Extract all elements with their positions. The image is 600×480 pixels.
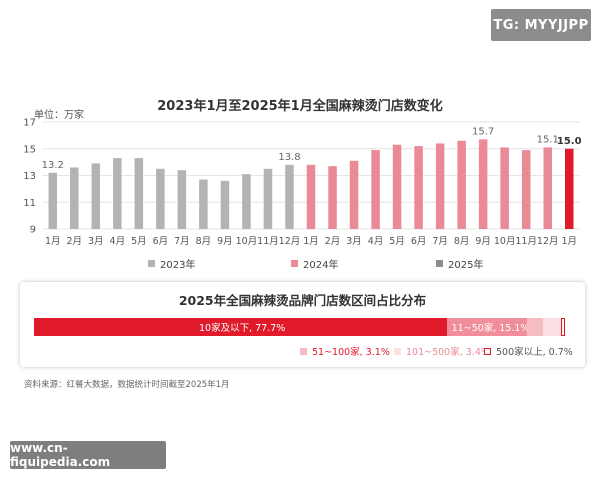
unit-label: 单位：万家 — [34, 110, 84, 121]
bar — [70, 167, 79, 229]
legend-item-2023: 2023年 — [148, 256, 195, 271]
x-tick-label: 1月 — [561, 236, 577, 247]
y-tick-label: 13 — [23, 171, 36, 182]
segment-51-100 — [526, 318, 544, 336]
bar — [48, 172, 58, 229]
legend2-swatch-500-plus — [484, 347, 491, 355]
x-tick-label: 8月 — [196, 236, 212, 247]
bar — [263, 168, 273, 229]
bar — [564, 148, 574, 229]
y-tick-label: 15 — [23, 144, 36, 155]
x-tick-label: 10月 — [236, 236, 258, 247]
x-tick-label: 4月 — [368, 236, 384, 247]
x-tick-label: 5月 — [131, 236, 147, 247]
x-tick-label: 7月 — [174, 236, 190, 247]
legend-label-2023: 2023年 — [160, 260, 196, 271]
source-note: 资料来源：红餐大数据，数据统计时间截至2025年1月 — [24, 380, 230, 390]
x-tick-label: 6月 — [411, 236, 427, 247]
site-watermark: www.cn-fiquipedia.com — [10, 441, 166, 469]
bar — [328, 166, 337, 229]
x-tick-label: 2月 — [67, 236, 83, 247]
legend-label-2024: 2024年 — [303, 260, 339, 271]
segment-label-10-or-less: 10家及以下, 77.7% — [199, 323, 286, 334]
data-label: 13.2 — [42, 160, 64, 171]
bar — [177, 170, 187, 229]
legend2-swatch-101-500 — [394, 347, 401, 355]
x-tick-label: 6月 — [153, 236, 169, 247]
legend2-item-500-plus: 500家以上, 0.7% — [484, 344, 573, 358]
x-tick-label: 3月 — [88, 236, 104, 247]
x-tick-label: 1月 — [45, 236, 61, 247]
legend-label-2025: 2025年 — [448, 260, 484, 271]
segment-11-50: 11~50家, 15.1% — [446, 318, 530, 336]
x-tick-label: 9月 — [217, 236, 233, 247]
legend2-label-51-100: 51~100家, 3.1% — [312, 347, 390, 358]
distribution-bar: 10家及以下, 77.7% 11~50家, 15.1% — [34, 318, 565, 336]
x-tick-label: 9月 — [475, 236, 491, 247]
bar — [199, 179, 208, 229]
data-label: 15.1 — [537, 134, 559, 145]
segment-10-or-less: 10家及以下, 77.7% — [34, 318, 447, 336]
bar — [156, 168, 165, 229]
bar — [285, 164, 294, 229]
y-tick-label: 11 — [23, 198, 36, 209]
distribution-title: 2025年全国麻辣烫品牌门店数区间占比分布 — [178, 293, 427, 308]
bar — [91, 163, 101, 229]
legend-swatch-2023 — [148, 260, 155, 267]
y-tick-label: 9 — [30, 225, 36, 236]
legend2-item-101-500: 101~500家, 3.4% — [394, 344, 490, 358]
legend2-label-101-500: 101~500家, 3.4% — [406, 347, 490, 358]
legend-swatch-2025 — [436, 260, 443, 267]
bar — [414, 146, 423, 229]
segment-101-500 — [543, 318, 562, 336]
x-tick-label: 12月 — [279, 236, 301, 247]
x-tick-label: 8月 — [454, 236, 470, 247]
x-tick-label: 3月 — [346, 236, 362, 247]
bar — [220, 180, 230, 229]
legend-item-2025: 2025年 — [436, 256, 483, 271]
legend-item-2024: 2024年 — [291, 256, 338, 271]
bar — [521, 150, 531, 229]
segment-label-11-50: 11~50家, 15.1% — [451, 323, 530, 334]
legend2-item-51-100: 51~100家, 3.1% — [300, 344, 390, 358]
bar — [457, 140, 466, 229]
bar — [392, 144, 402, 229]
data-label: 15.0 — [557, 136, 582, 147]
channel-tag: TG: MYYJJPP — [491, 9, 591, 41]
data-label: 15.7 — [472, 126, 494, 137]
x-tick-label: 12月 — [537, 236, 559, 247]
bar — [478, 139, 488, 229]
legend2-swatch-51-100 — [300, 347, 307, 355]
x-tick-label: 4月 — [110, 236, 126, 247]
bar — [371, 150, 380, 229]
bar — [349, 160, 359, 229]
x-tick-label: 11月 — [515, 236, 537, 247]
x-tick-label: 1月 — [303, 236, 319, 247]
x-tick-label: 5月 — [389, 236, 405, 247]
legend-swatch-2024 — [291, 260, 298, 267]
bar — [543, 147, 552, 229]
bar — [500, 147, 509, 229]
bar — [242, 174, 251, 229]
chart-title: 2023年1月至2025年1月全国麻辣烫门店数变化 — [157, 99, 443, 114]
bar — [306, 164, 316, 229]
y-tick-label: 17 — [23, 118, 36, 129]
bar — [113, 158, 122, 229]
segment-500-plus — [561, 318, 565, 336]
x-tick-label: 2月 — [325, 236, 341, 247]
bar — [435, 143, 445, 229]
distribution-card: 2025年全国麻辣烫品牌门店数区间占比分布 10家及以下, 77.7% 11~5… — [20, 282, 585, 367]
bar — [134, 158, 144, 229]
data-label: 13.8 — [278, 152, 300, 163]
legend2-label-500-plus: 500家以上, 0.7% — [496, 347, 573, 358]
x-tick-label: 10月 — [494, 236, 516, 247]
x-tick-label: 7月 — [432, 236, 448, 247]
x-tick-label: 11月 — [257, 236, 279, 247]
